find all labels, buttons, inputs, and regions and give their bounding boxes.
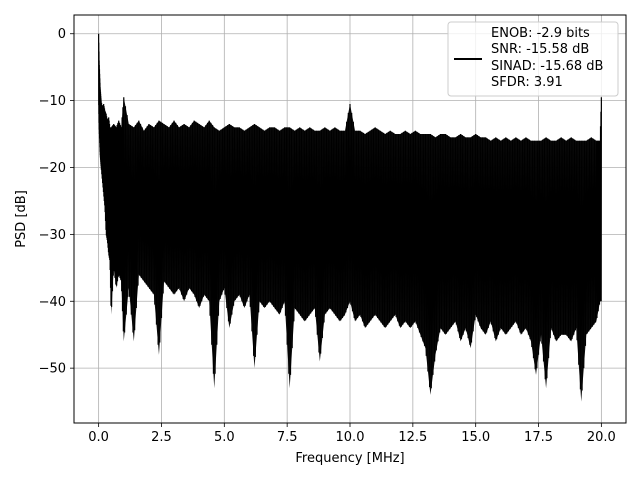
x-tick-label: 17.5 xyxy=(524,430,553,445)
y-tick-label: −40 xyxy=(39,295,66,310)
y-tick-label: −50 xyxy=(39,362,66,377)
legend-box xyxy=(447,21,619,97)
y-tick-label: −30 xyxy=(39,228,66,243)
legend-line-sinad: SINAD: -15.68 dB xyxy=(491,59,603,74)
x-tick-label: 2.5 xyxy=(151,430,172,445)
y-tick-label: −10 xyxy=(39,94,66,109)
psd-series-0 xyxy=(98,33,602,402)
x-tick-label: 0.0 xyxy=(88,430,109,445)
legend-line-snr: SNR: -15.58 dB xyxy=(491,42,589,57)
psd-trace xyxy=(98,33,602,391)
legend-line-enob: ENOB: -2.9 bits xyxy=(491,26,590,41)
plot-data xyxy=(98,33,602,402)
x-tick-label: 20.0 xyxy=(587,430,616,445)
x-axis-label: Frequency [MHz] xyxy=(295,451,404,466)
legend-line-sfdr: SFDR: 3.91 xyxy=(491,75,563,90)
x-tick-label: 10.0 xyxy=(336,430,365,445)
axis-ticks: 0.0 2.5 5.0 7.5 10.0 12.5 15.0 17.5 20.0 0 −10 −20 −… xyxy=(39,27,616,445)
x-tick-label: 5.0 xyxy=(214,430,235,445)
y-axis-label: PSD [dB] xyxy=(14,190,29,248)
x-tick-label: 12.5 xyxy=(398,430,427,445)
x-tick-label: 15.0 xyxy=(461,430,490,445)
y-tick-label: 0 xyxy=(58,27,66,42)
legend: ENOB: -2.9 bits SNR: -15.58 dB SINAD: -1… xyxy=(447,21,619,97)
y-tick-label: −20 xyxy=(39,161,66,176)
x-tick-label: 7.5 xyxy=(277,430,298,445)
